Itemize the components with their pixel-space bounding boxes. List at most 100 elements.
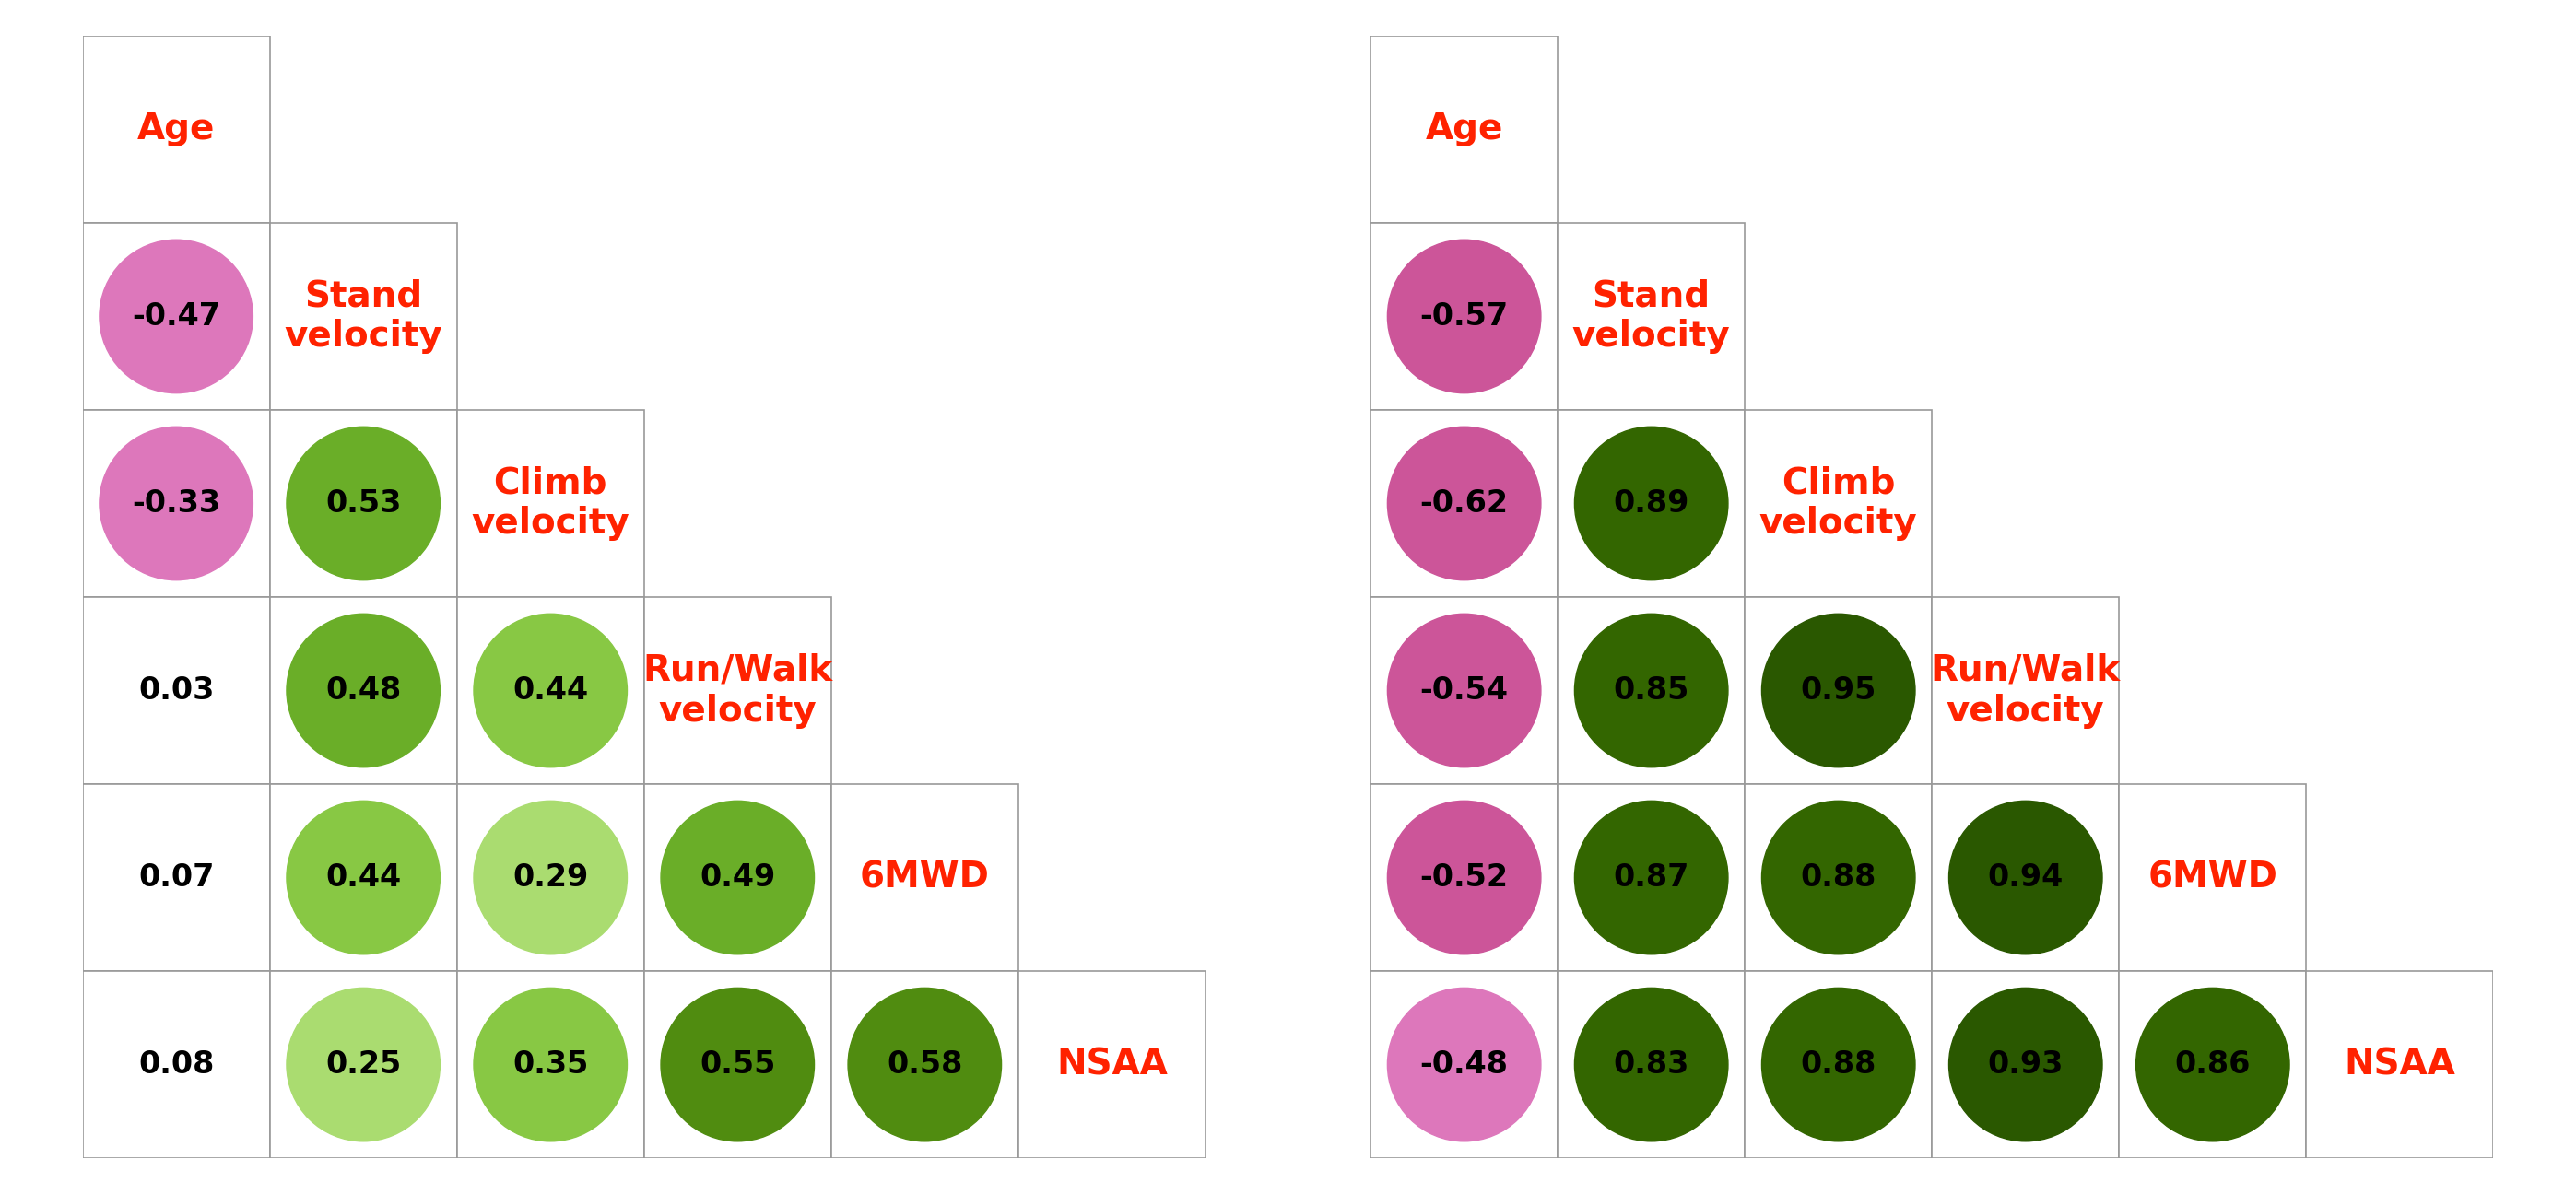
Text: Run/Walk
velocity: Run/Walk velocity xyxy=(1929,653,2120,728)
Text: 0.44: 0.44 xyxy=(513,676,587,706)
Text: 0.08: 0.08 xyxy=(139,1050,214,1079)
Text: 0.53: 0.53 xyxy=(325,488,402,518)
Bar xyxy=(644,971,832,1158)
Text: 0.55: 0.55 xyxy=(701,1050,775,1079)
Circle shape xyxy=(100,240,252,393)
Circle shape xyxy=(1574,987,1728,1141)
Circle shape xyxy=(1388,614,1540,768)
Bar xyxy=(2306,971,2494,1158)
Circle shape xyxy=(1762,614,1914,768)
Bar xyxy=(270,223,456,410)
Circle shape xyxy=(474,987,626,1141)
Circle shape xyxy=(1388,426,1540,580)
Bar xyxy=(270,597,456,784)
Bar xyxy=(1370,223,1558,410)
Bar xyxy=(644,784,832,971)
Bar xyxy=(644,597,832,784)
Circle shape xyxy=(1950,801,2102,954)
Bar xyxy=(1932,784,2120,971)
Text: 0.29: 0.29 xyxy=(513,862,587,893)
Text: -0.57: -0.57 xyxy=(1419,301,1510,332)
Text: 0.07: 0.07 xyxy=(139,862,214,893)
Text: -0.47: -0.47 xyxy=(131,301,222,332)
Text: -0.54: -0.54 xyxy=(1419,676,1510,706)
Bar xyxy=(82,223,270,410)
Bar xyxy=(1932,971,2120,1158)
Bar xyxy=(456,597,644,784)
Circle shape xyxy=(1762,801,1914,954)
Text: 0.83: 0.83 xyxy=(1613,1050,1690,1079)
Bar xyxy=(1744,971,1932,1158)
Bar xyxy=(1370,971,1558,1158)
Circle shape xyxy=(286,614,440,768)
Bar xyxy=(1018,971,1206,1158)
Text: 0.25: 0.25 xyxy=(325,1050,402,1079)
Bar xyxy=(1744,410,1932,597)
Bar xyxy=(1932,597,2120,784)
Circle shape xyxy=(100,426,252,580)
Bar xyxy=(456,410,644,597)
Text: 0.35: 0.35 xyxy=(513,1050,587,1079)
Bar xyxy=(270,784,456,971)
Bar xyxy=(1558,223,1744,410)
Bar xyxy=(270,410,456,597)
Bar xyxy=(82,971,270,1158)
Text: -0.62: -0.62 xyxy=(1419,488,1510,518)
Circle shape xyxy=(286,801,440,954)
Bar xyxy=(1558,410,1744,597)
Bar xyxy=(1370,410,1558,597)
Bar xyxy=(1744,597,1932,784)
Bar xyxy=(1558,784,1744,971)
Text: NSAA: NSAA xyxy=(1056,1047,1167,1082)
Bar xyxy=(2120,784,2306,971)
Bar xyxy=(270,971,456,1158)
Circle shape xyxy=(2136,987,2290,1141)
Text: 0.44: 0.44 xyxy=(325,862,402,893)
Text: 0.89: 0.89 xyxy=(1613,488,1690,518)
Text: Age: Age xyxy=(137,112,214,147)
Bar xyxy=(2120,971,2306,1158)
Text: 6MWD: 6MWD xyxy=(860,860,989,896)
Circle shape xyxy=(286,426,440,580)
Text: -0.52: -0.52 xyxy=(1419,862,1510,893)
Bar xyxy=(1370,597,1558,784)
Circle shape xyxy=(1388,801,1540,954)
Circle shape xyxy=(1574,801,1728,954)
Text: 0.49: 0.49 xyxy=(701,862,775,893)
Circle shape xyxy=(1762,987,1914,1141)
Bar xyxy=(456,971,644,1158)
Text: 0.03: 0.03 xyxy=(139,676,214,706)
Text: NSAA: NSAA xyxy=(2344,1047,2455,1082)
Bar xyxy=(1558,597,1744,784)
Circle shape xyxy=(1388,987,1540,1141)
Bar xyxy=(82,410,270,597)
Text: 6MWD: 6MWD xyxy=(2148,860,2277,896)
Bar xyxy=(1370,36,1558,223)
Bar xyxy=(1370,784,1558,971)
Circle shape xyxy=(1388,240,1540,393)
Text: 0.87: 0.87 xyxy=(1613,862,1690,893)
Circle shape xyxy=(662,801,814,954)
Circle shape xyxy=(848,987,1002,1141)
Bar xyxy=(1558,971,1744,1158)
Text: Run/Walk
velocity: Run/Walk velocity xyxy=(641,653,832,728)
Text: 0.48: 0.48 xyxy=(325,676,402,706)
Bar xyxy=(82,597,270,784)
Circle shape xyxy=(662,987,814,1141)
Text: Stand
velocity: Stand velocity xyxy=(1571,278,1731,355)
Text: -0.48: -0.48 xyxy=(1419,1050,1510,1079)
Text: 0.93: 0.93 xyxy=(1989,1050,2063,1079)
Text: 0.88: 0.88 xyxy=(1801,1050,1875,1079)
Text: Climb
velocity: Climb velocity xyxy=(1759,466,1917,541)
Bar xyxy=(832,971,1018,1158)
Bar xyxy=(832,784,1018,971)
Text: 0.95: 0.95 xyxy=(1801,676,1875,706)
Bar xyxy=(1744,784,1932,971)
Circle shape xyxy=(1950,987,2102,1141)
Text: Stand
velocity: Stand velocity xyxy=(283,278,443,355)
Text: 0.86: 0.86 xyxy=(2174,1050,2251,1079)
Text: Age: Age xyxy=(1425,112,1502,147)
Bar xyxy=(456,784,644,971)
Text: 0.58: 0.58 xyxy=(886,1050,963,1079)
Circle shape xyxy=(474,614,626,768)
